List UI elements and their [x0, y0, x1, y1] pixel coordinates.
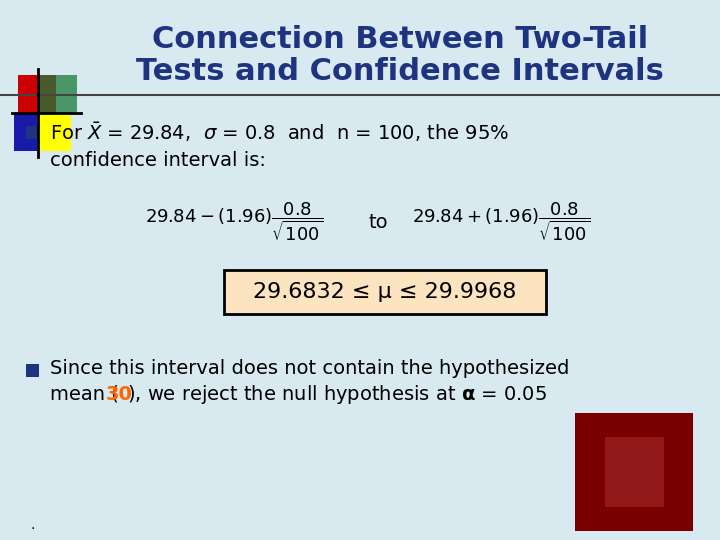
- Text: 29.6832 ≤ μ ≤ 29.9968: 29.6832 ≤ μ ≤ 29.9968: [253, 282, 517, 302]
- Bar: [605, 437, 664, 508]
- Bar: [39, 75, 77, 113]
- Text: Connection Between Two-Tail: Connection Between Two-Tail: [152, 25, 648, 55]
- Bar: [26, 126, 39, 139]
- Bar: [575, 413, 693, 531]
- Text: $29.84 - (1.96)\dfrac{0.8}{\sqrt{100}}$: $29.84 - (1.96)\dfrac{0.8}{\sqrt{100}}$: [145, 200, 323, 244]
- Text: confidence interval is:: confidence interval is:: [50, 151, 266, 170]
- Bar: [18, 75, 56, 113]
- Bar: [37, 113, 71, 151]
- Bar: [26, 364, 39, 377]
- Text: For $\bar{X}$ = 29.84,  $\sigma$ = 0.8  and  n = 100, the 95%: For $\bar{X}$ = 29.84, $\sigma$ = 0.8 an…: [50, 120, 509, 144]
- FancyBboxPatch shape: [224, 270, 546, 314]
- Text: .: .: [30, 518, 35, 532]
- Text: $29.84 + (1.96)\dfrac{0.8}{\sqrt{100}}$: $29.84 + (1.96)\dfrac{0.8}{\sqrt{100}}$: [412, 200, 590, 244]
- Text: 30: 30: [106, 384, 133, 403]
- Text: Since this interval does not contain the hypothesized: Since this interval does not contain the…: [50, 359, 570, 377]
- Text: mean (: mean (: [50, 384, 119, 403]
- Text: Tests and Confidence Intervals: Tests and Confidence Intervals: [136, 57, 664, 86]
- Text: to: to: [368, 213, 388, 232]
- Text: ), we reject the null hypothesis at $\mathbf{\alpha}$ = 0.05: ), we reject the null hypothesis at $\ma…: [127, 382, 547, 406]
- Bar: [14, 113, 54, 151]
